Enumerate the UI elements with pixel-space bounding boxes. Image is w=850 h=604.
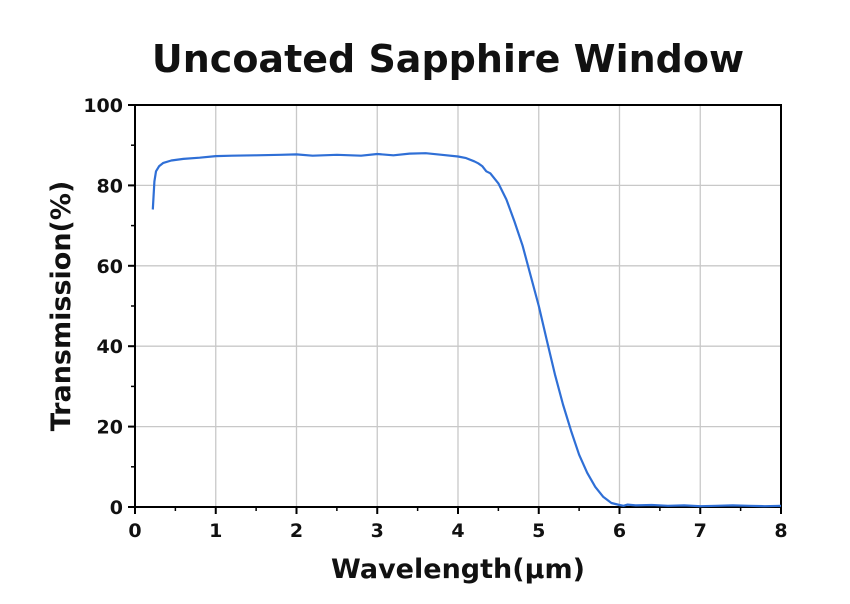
x-tick-label: 0 bbox=[128, 520, 141, 542]
y-tick-label: 100 bbox=[83, 95, 123, 117]
series-line-transmission bbox=[151, 152, 782, 508]
y-tick-label: 60 bbox=[97, 256, 123, 278]
chart-title: Uncoated Sapphire Window bbox=[152, 37, 744, 81]
y-tick-label: 20 bbox=[97, 417, 123, 439]
x-tick-label: 8 bbox=[774, 520, 787, 542]
x-tick-label: 7 bbox=[694, 520, 707, 542]
y-tick-label: 0 bbox=[110, 497, 123, 519]
x-tick-label: 2 bbox=[290, 520, 303, 542]
x-tick-label: 6 bbox=[613, 520, 626, 542]
grid-layer bbox=[135, 105, 781, 507]
x-tick-label: 4 bbox=[451, 520, 464, 542]
y-tick-label: 40 bbox=[97, 336, 123, 358]
x-tick-label: 1 bbox=[209, 520, 222, 542]
x-tick-label: 3 bbox=[371, 520, 384, 542]
y-axis-label: Transmission(%) bbox=[46, 181, 77, 432]
y-tick-label: 80 bbox=[97, 175, 123, 197]
x-axis-label: Wavelength(μm) bbox=[331, 554, 585, 585]
x-tick-label: 5 bbox=[532, 520, 545, 542]
